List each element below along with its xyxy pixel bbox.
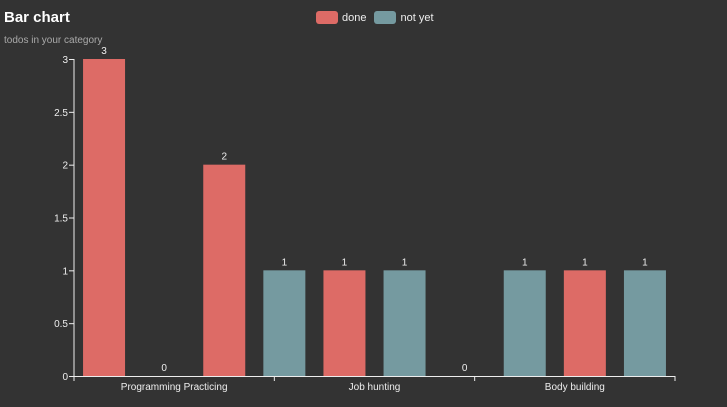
legend-item-done[interactable]: done — [316, 11, 366, 24]
data-label-6: 0 — [462, 363, 468, 374]
y-tick-label-3: 1.5 — [54, 214, 68, 225]
bar-9-not-yet — [623, 270, 666, 376]
bar-2-done — [203, 164, 246, 376]
data-label-1: 0 — [161, 363, 167, 374]
data-label-9: 1 — [642, 257, 648, 268]
y-tick-label-1: 0.5 — [54, 319, 68, 330]
y-tick-label-5: 2.5 — [54, 108, 68, 119]
legend-label-not-yet: not yet — [400, 11, 434, 24]
legend-swatch-done — [316, 11, 338, 24]
legend: done not yet — [316, 11, 442, 24]
legend-swatch-not-yet — [374, 11, 397, 24]
x-category-label-2: Body building — [545, 382, 605, 393]
chart-title: Bar chart — [4, 9, 70, 26]
data-label-3: 1 — [282, 257, 288, 268]
chart-subtitle: todos in your category — [4, 35, 103, 46]
bar-8-done — [563, 270, 606, 376]
y-tick-label-6: 3 — [62, 55, 68, 66]
bar-7-not-yet — [503, 270, 546, 376]
legend-item-not-yet[interactable]: not yet — [374, 11, 434, 24]
data-label-7: 1 — [522, 257, 528, 268]
data-label-4: 1 — [342, 257, 348, 268]
bar-3-not-yet — [263, 270, 306, 376]
x-category-label-1: Job hunting — [349, 382, 401, 393]
bar-0-done — [83, 59, 126, 376]
y-tick-label-0: 0 — [62, 372, 68, 383]
data-label-2: 2 — [221, 152, 227, 163]
data-label-5: 1 — [402, 257, 408, 268]
data-label-0: 3 — [101, 46, 107, 57]
y-tick-label-2: 1 — [62, 266, 68, 277]
x-category-label-0: Programming Practicing — [121, 382, 228, 393]
legend-label-done: done — [342, 11, 367, 24]
bar-5-not-yet — [383, 270, 426, 376]
y-tick-label-4: 2 — [62, 161, 68, 172]
data-label-8: 1 — [582, 257, 588, 268]
bar-4-done — [323, 270, 366, 376]
